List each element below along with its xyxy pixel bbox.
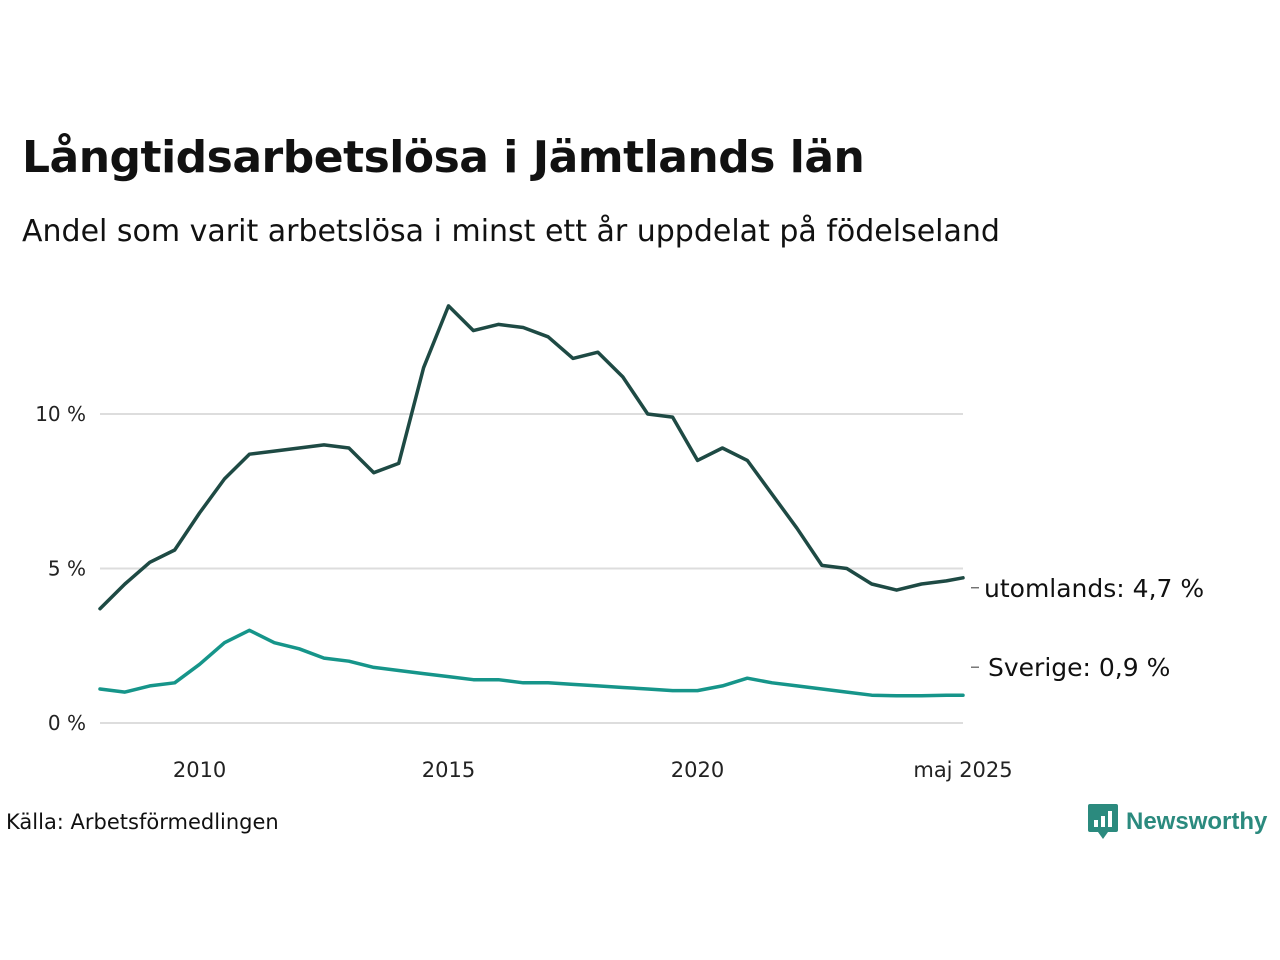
source-note: Källa: Arbetsförmedlingen bbox=[6, 810, 279, 834]
y-tick-label: 5 % bbox=[48, 557, 86, 581]
series-line-1 bbox=[98, 628, 965, 698]
x-tick-label: maj 2025 bbox=[913, 758, 1012, 782]
line-chart: 0 % 5 % 10 % 2010 2015 2020 maj 2025 utomlands:… bbox=[35, 304, 1204, 782]
series-end-label: utomlands: 4,7 % bbox=[984, 574, 1204, 603]
chart-subtitle: Andel som varit arbetslösa i minst ett å… bbox=[22, 214, 1000, 249]
chart-title: Långtidsarbetslösa i Jämtlands län bbox=[22, 132, 865, 183]
series-line-0 bbox=[98, 304, 965, 611]
brand-name: Newsworthy bbox=[1126, 808, 1268, 835]
x-tick-label: 2020 bbox=[671, 758, 724, 782]
newsworthy-logo: Newsworthy bbox=[1088, 804, 1267, 840]
chart-bubble-icon bbox=[1088, 804, 1118, 839]
y-tick-label: 0 % bbox=[48, 711, 86, 735]
series-end-label: Sverige: 0,9 % bbox=[988, 653, 1170, 682]
x-tick-label: 2010 bbox=[173, 758, 226, 782]
y-tick-label: 10 % bbox=[35, 402, 86, 426]
x-tick-label: 2015 bbox=[422, 758, 475, 782]
